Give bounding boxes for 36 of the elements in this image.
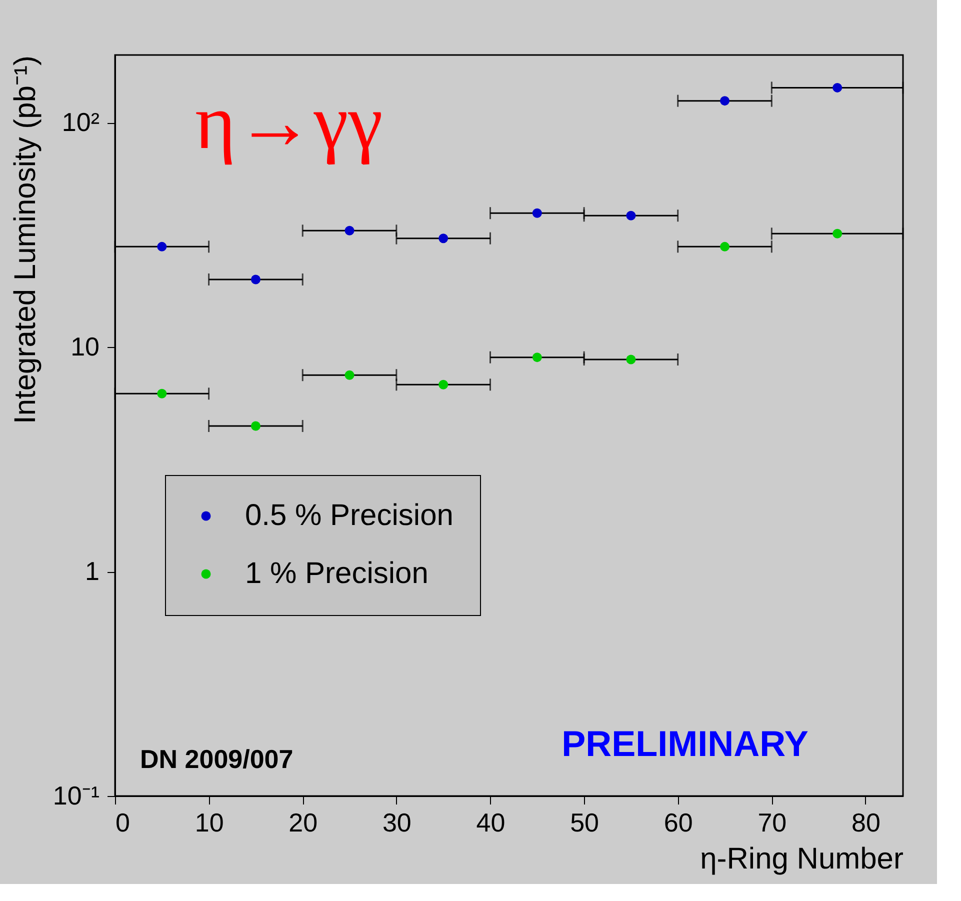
y-axis-title: Integrated Luminosity (pb⁻¹) bbox=[8, 56, 42, 424]
point bbox=[250, 274, 260, 284]
point bbox=[626, 354, 636, 364]
point bbox=[532, 352, 542, 362]
x-tick-label: 70 bbox=[758, 808, 787, 838]
annotation: DN 2009/007 bbox=[140, 744, 294, 774]
y-tick-label: 10² bbox=[62, 107, 100, 138]
legend-label: 1 % Precision bbox=[245, 557, 428, 590]
point bbox=[157, 242, 167, 252]
y-tick-label: 1 bbox=[85, 556, 100, 586]
x-tick-label: 50 bbox=[570, 808, 600, 838]
point bbox=[720, 96, 730, 106]
y-tick-label: 10⁻¹ bbox=[52, 780, 100, 810]
annotation: η→γγ bbox=[195, 78, 383, 165]
x-axis-title: η-Ring Number bbox=[700, 842, 904, 876]
x-tick-label: 0 bbox=[116, 808, 130, 838]
x-tick-label: 60 bbox=[664, 808, 693, 838]
x-tick-label: 30 bbox=[382, 808, 412, 838]
point bbox=[720, 242, 730, 252]
point bbox=[344, 226, 354, 236]
y-tick-label: 10 bbox=[70, 332, 100, 362]
x-tick-label: 10 bbox=[194, 808, 224, 838]
annotation: PRELIMINARY bbox=[562, 723, 808, 764]
legend-label: 0.5 % Precision bbox=[245, 499, 454, 532]
point bbox=[250, 421, 260, 431]
point bbox=[438, 380, 448, 390]
point bbox=[626, 210, 636, 220]
x-tick-label: 80 bbox=[852, 808, 880, 838]
x-tick-label: 40 bbox=[476, 808, 506, 838]
point bbox=[832, 82, 842, 92]
point bbox=[157, 388, 167, 398]
x-tick-label: 20 bbox=[288, 808, 318, 838]
point bbox=[344, 370, 354, 380]
point bbox=[438, 234, 448, 244]
point bbox=[832, 228, 842, 238]
point bbox=[532, 208, 542, 218]
